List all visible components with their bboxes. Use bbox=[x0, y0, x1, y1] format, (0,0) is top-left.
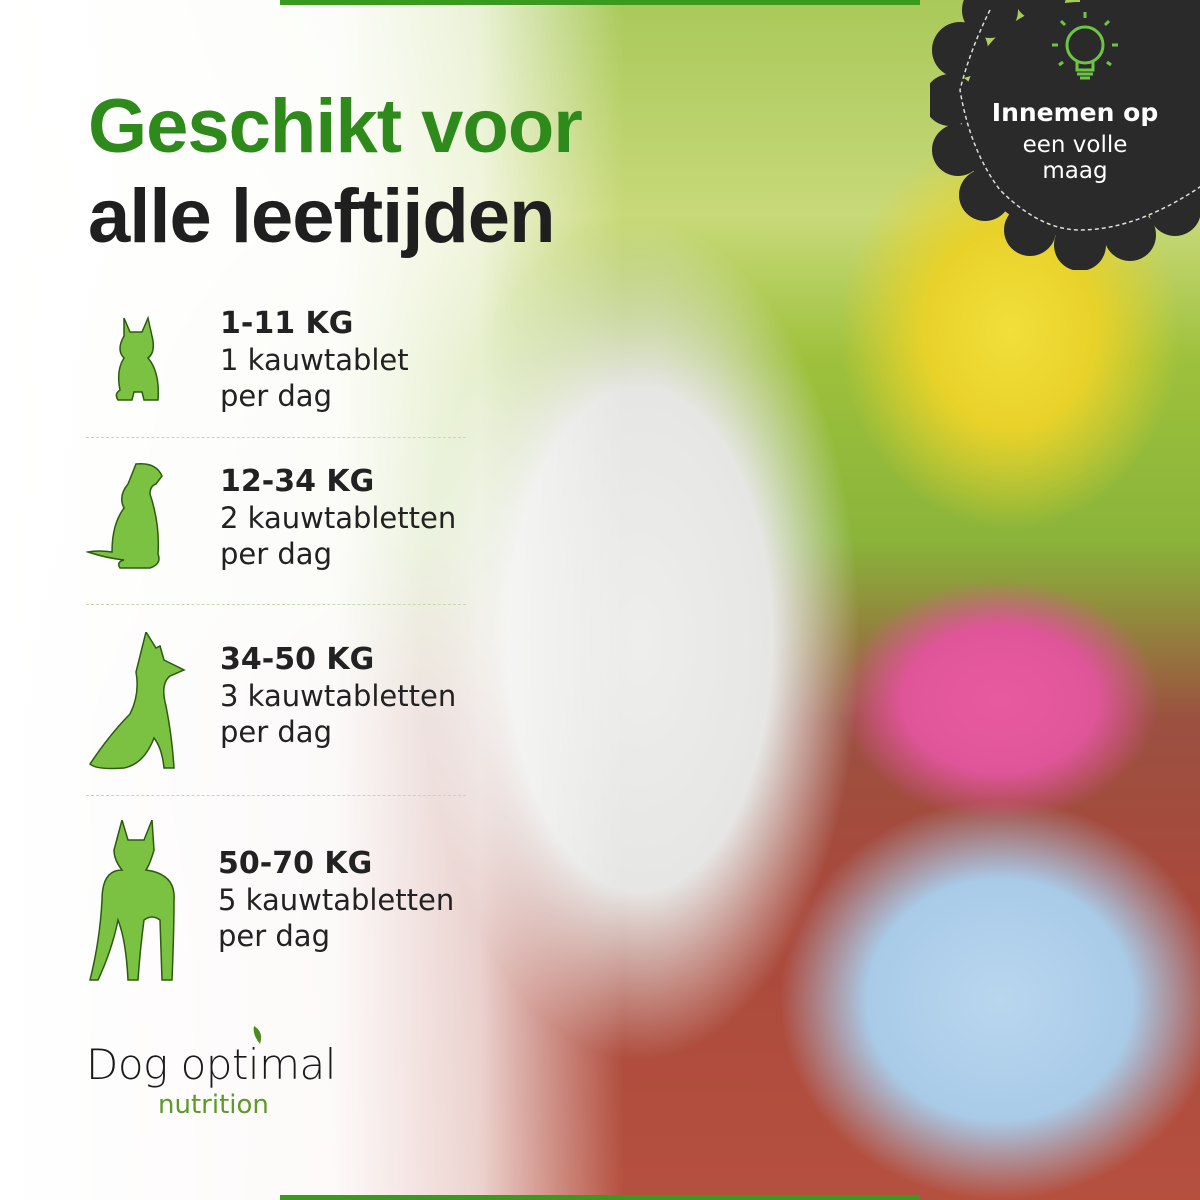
headline: Geschikt voor alle leeftijden bbox=[88, 82, 583, 262]
weight-range: 1-11 KG bbox=[220, 306, 354, 341]
dosage-period: per dag bbox=[220, 537, 332, 571]
weight-range: 12-34 KG bbox=[220, 464, 375, 499]
top-accent-bar bbox=[280, 0, 920, 5]
dosage-amount: 5 kauwtabletten bbox=[218, 883, 455, 917]
badge-line3: maag bbox=[1042, 158, 1108, 184]
badge-line2: een volle bbox=[1022, 132, 1128, 158]
logo-name: Dog optimal bbox=[86, 1040, 336, 1089]
dosage-amount: 1 kauwtablet bbox=[220, 343, 409, 377]
weight-range: 34-50 KG bbox=[220, 642, 375, 677]
weight-range: 50-70 KG bbox=[218, 846, 373, 881]
dosage-period: per dag bbox=[220, 379, 332, 413]
headline-line2: alle leeftijden bbox=[88, 174, 555, 259]
dosage-period: per dag bbox=[218, 919, 330, 953]
badge-line1: Innemen op bbox=[991, 98, 1159, 127]
headline-line1: Geschikt voor bbox=[88, 84, 583, 169]
divider bbox=[86, 604, 466, 605]
medium-dog-icon bbox=[86, 463, 163, 569]
dosage-amount: 2 kauwtabletten bbox=[220, 501, 457, 535]
small-dog-icon bbox=[115, 315, 160, 401]
info-badge: Innemen op een volle maag bbox=[924, 0, 1200, 271]
brand-logo: Dog optimal nutrition bbox=[86, 1026, 336, 1120]
leaf-icon bbox=[253, 1026, 262, 1044]
badge-shape bbox=[924, 0, 1200, 271]
dosage-amount: 3 kauwtabletten bbox=[220, 679, 457, 713]
large-dog-icon bbox=[89, 632, 186, 770]
lightbulb-icon bbox=[1052, 12, 1118, 80]
bottom-accent-bar bbox=[280, 1195, 920, 1200]
divider bbox=[86, 437, 466, 438]
dosage-period: per dag bbox=[220, 715, 332, 749]
logo-sub: nutrition bbox=[158, 1090, 269, 1120]
divider bbox=[86, 795, 466, 796]
giant-dog-icon bbox=[89, 820, 175, 981]
